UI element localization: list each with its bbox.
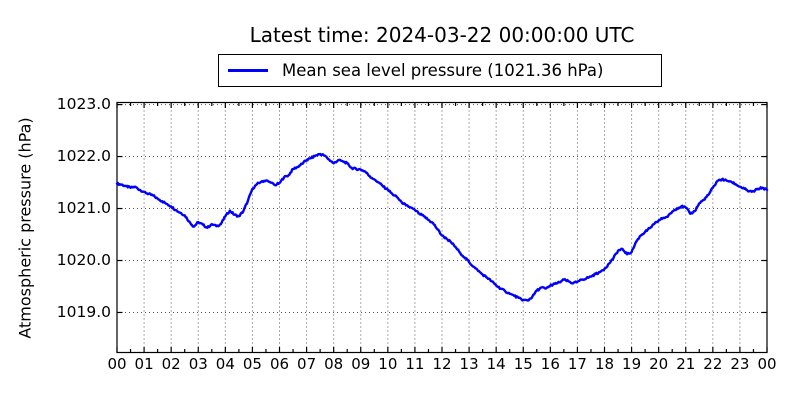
x-tick-label: 00: [107, 355, 127, 373]
x-tick-label: 07: [297, 355, 317, 373]
x-tick-label: 17: [567, 355, 587, 373]
x-tick-label: 09: [351, 355, 371, 373]
x-tick-label: 10: [378, 355, 398, 373]
y-tick-label: 1020.0: [56, 251, 111, 269]
x-tick-label: 03: [188, 355, 208, 373]
x-tick-label: 16: [540, 355, 560, 373]
legend-label: Mean sea level pressure (1021.36 hPa): [282, 61, 604, 80]
x-tick-label: 04: [215, 355, 235, 373]
y-tick-label: 1022.0: [56, 147, 111, 166]
x-tick-label: 14: [486, 355, 506, 373]
x-tick-label: 02: [161, 355, 181, 373]
x-tick-label: 19: [622, 355, 642, 373]
x-tick-label: 00: [757, 355, 777, 373]
y-tick-label: 1023.0: [56, 95, 111, 114]
x-tick-label: 18: [594, 355, 615, 373]
y-tick-label: 1021.0: [56, 199, 111, 218]
legend-line-sample-icon: [228, 69, 268, 72]
chart-title: Latest time: 2024-03-22 00:00:00 UTC: [249, 23, 635, 47]
legend: Mean sea level pressure (1021.36 hPa): [218, 54, 662, 87]
x-tick-label: 13: [459, 355, 479, 373]
x-tick-label: 20: [649, 355, 669, 373]
x-tick-label: 05: [242, 355, 262, 373]
x-tick-label: 21: [676, 355, 696, 373]
x-tick-label: 06: [269, 355, 290, 373]
x-tick-label: 23: [730, 355, 750, 373]
x-tick-label: 12: [432, 355, 452, 373]
y-tick-label: 1019.0: [56, 302, 111, 321]
x-tick-label: 01: [134, 355, 154, 373]
x-tick-label: 15: [513, 355, 533, 373]
x-tick-label: 11: [405, 355, 425, 373]
x-tick-label: 22: [703, 355, 723, 373]
x-tick-label: 08: [324, 355, 344, 373]
